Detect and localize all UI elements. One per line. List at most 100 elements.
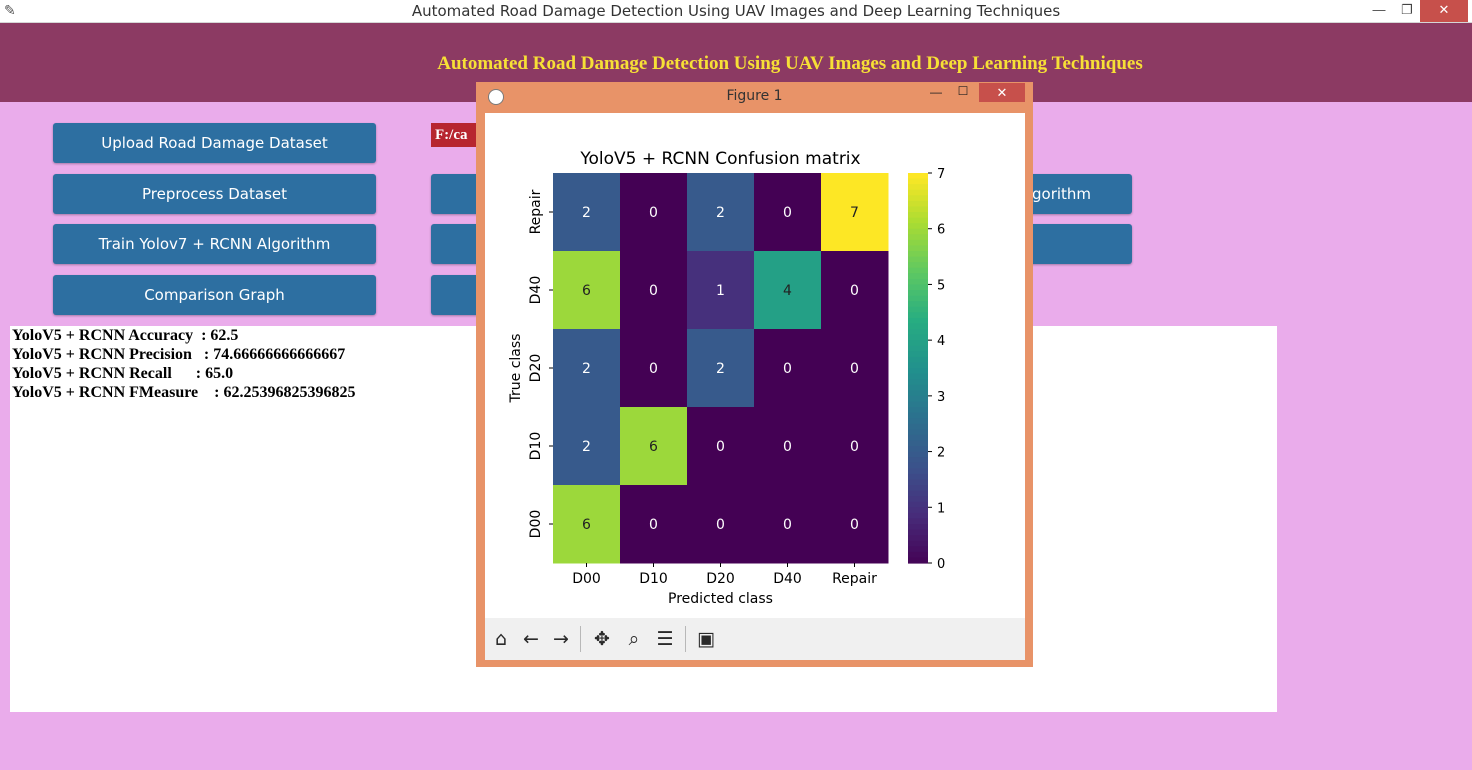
colorbar-segment	[908, 496, 928, 503]
confusion-matrix-chart: 2 0 2 0 7 6 0 1 4 0 2 0 2 0 0 2 6 0 0 0 6 0 0 0 0 YoloV5 + RCNN …	[508, 149, 945, 607]
preprocess-dataset-button[interactable]: Preprocess Dataset	[53, 174, 376, 214]
colorbar-segment	[908, 200, 928, 208]
cell-value-label: 0	[850, 517, 859, 533]
heatmap-cell	[553, 173, 621, 252]
train-yolov7-rcnn-button[interactable]: Train Yolov7 + RCNN Algorithm	[53, 224, 376, 264]
colorbar-segment	[908, 551, 928, 559]
heatmap-cell	[821, 251, 889, 330]
colorbar-segment	[908, 351, 928, 358]
colorbar-segment	[908, 473, 928, 481]
heatmap-cell	[754, 485, 822, 564]
cell-value-label: 7	[850, 205, 859, 221]
heatmap-cell	[754, 173, 822, 252]
colorbar-segment	[908, 245, 928, 252]
cell-value-label: 4	[783, 283, 792, 299]
colorbar-segment	[908, 373, 928, 380]
colorbar-segment	[908, 195, 928, 202]
colorbar-segment	[908, 507, 928, 514]
cell-value-label: 0	[850, 361, 859, 377]
figure-window[interactable]: Figure 1 — ☐ ✕ 2 0 2 0 7 6 0 1 4 0 2 0 2 0 0 2 6 0 0 0 6 0 0 0 0…	[476, 82, 1033, 667]
colorbar-segment	[908, 540, 928, 547]
upload-dataset-button[interactable]: Upload Road Damage Dataset	[53, 123, 376, 163]
colorbar-segment	[908, 368, 928, 375]
heatmap-cell	[687, 251, 755, 330]
heatmap-cell	[553, 251, 621, 330]
cell-value-label: 0	[649, 517, 658, 533]
save-icon[interactable]: ▣	[697, 628, 715, 650]
colorbar-segment	[908, 501, 928, 508]
colorbar-segment	[908, 306, 928, 313]
pan-icon[interactable]: ✥	[594, 628, 610, 650]
heatmap-cell	[620, 407, 688, 486]
figure-close-button[interactable]: ✕	[979, 83, 1025, 102]
figure-canvas: 2 0 2 0 7 6 0 1 4 0 2 0 2 0 0 2 6 0 0 0 6 0 0 0 0 YoloV5 + RCNN …	[485, 113, 1025, 618]
minimize-button[interactable]: —	[1372, 2, 1386, 17]
y-tick-label: D00	[528, 510, 544, 539]
colorbar-segment	[908, 546, 928, 553]
x-tick-label: D20	[706, 571, 735, 587]
colorbar-segment	[908, 423, 928, 430]
toolbar-separator	[685, 626, 686, 652]
colorbar-segment	[908, 395, 928, 403]
comparison-graph-button[interactable]: Comparison Graph	[53, 275, 376, 315]
colorbar-segment	[908, 518, 928, 525]
colorbar-segment	[908, 462, 928, 469]
colorbar-segment	[908, 418, 928, 425]
cell-value-label: 0	[783, 517, 792, 533]
home-icon[interactable]: ⌂	[494, 628, 508, 650]
feather-icon: ✎	[4, 2, 16, 18]
heatmap-cell	[620, 173, 688, 252]
cell-value-label: 2	[716, 361, 725, 377]
colorbar-segment	[908, 362, 928, 369]
figure-minimize-button[interactable]: —	[930, 85, 942, 99]
heatmap-cell	[687, 173, 755, 252]
forward-arrow-icon[interactable]: →	[553, 628, 569, 650]
colorbar-segment	[908, 479, 928, 486]
close-button[interactable]: ✕	[1420, 0, 1468, 22]
colorbar-segment	[908, 485, 928, 492]
colorbar-segment	[908, 295, 928, 302]
colorbar-segment	[908, 451, 928, 458]
x-tick-label: D00	[572, 571, 601, 587]
colorbar-segment	[908, 490, 928, 497]
window-title: Automated Road Damage Detection Using UA…	[411, 2, 1061, 20]
colorbar-tick-label: 4	[937, 334, 945, 349]
x-tick-label: Repair	[832, 571, 877, 587]
cell-value-label: 0	[649, 283, 658, 299]
colorbar-segment	[908, 228, 928, 235]
zoom-icon[interactable]: ⌕	[628, 628, 640, 650]
window-titlebar: ✎ Automated Road Damage Detection Using …	[0, 0, 1472, 23]
figure-titlebar[interactable]: Figure 1 — ☐ ✕	[476, 82, 1033, 110]
colorbar-tick-label: 5	[937, 278, 945, 293]
heatmap-cell	[754, 407, 822, 486]
colorbar-segment	[908, 345, 928, 352]
colorbar-segment	[908, 401, 928, 408]
heatmap-cell	[687, 485, 755, 564]
y-tick-label: Repair	[528, 189, 544, 234]
heatmap-cell	[821, 485, 889, 564]
heatmap-cell	[620, 329, 688, 408]
colorbar-tick-label: 7	[937, 167, 945, 182]
restore-button[interactable]: ❐	[1401, 2, 1413, 17]
colorbar-tick-label: 6	[937, 223, 945, 238]
colorbar-segment	[908, 267, 928, 274]
figure-maximize-button[interactable]: ☐	[957, 84, 969, 98]
back-arrow-icon[interactable]: ←	[523, 628, 539, 650]
colorbar-segment	[908, 334, 928, 341]
colorbar-tick-label: 3	[937, 390, 945, 405]
colorbar-segment	[908, 384, 928, 391]
configure-subplots-icon[interactable]: ☰	[656, 628, 674, 650]
colorbar-segment	[908, 173, 928, 180]
y-tick-label: D40	[528, 276, 544, 305]
y-tick-label: D20	[528, 354, 544, 383]
heatmap-cell	[687, 407, 755, 486]
figure-title: Figure 1	[726, 88, 783, 104]
colorbar-segment	[908, 535, 928, 542]
colorbar-segment	[908, 239, 928, 247]
page-heading: Automated Road Damage Detection Using UA…	[437, 53, 1143, 74]
y-axis-label: True class	[508, 334, 524, 404]
heatmap-cell	[821, 173, 889, 252]
algorithm-button-partial[interactable]: gorithm	[1020, 174, 1132, 214]
right-button-2[interactable]	[1020, 224, 1132, 264]
colorbar-segment	[908, 390, 928, 397]
